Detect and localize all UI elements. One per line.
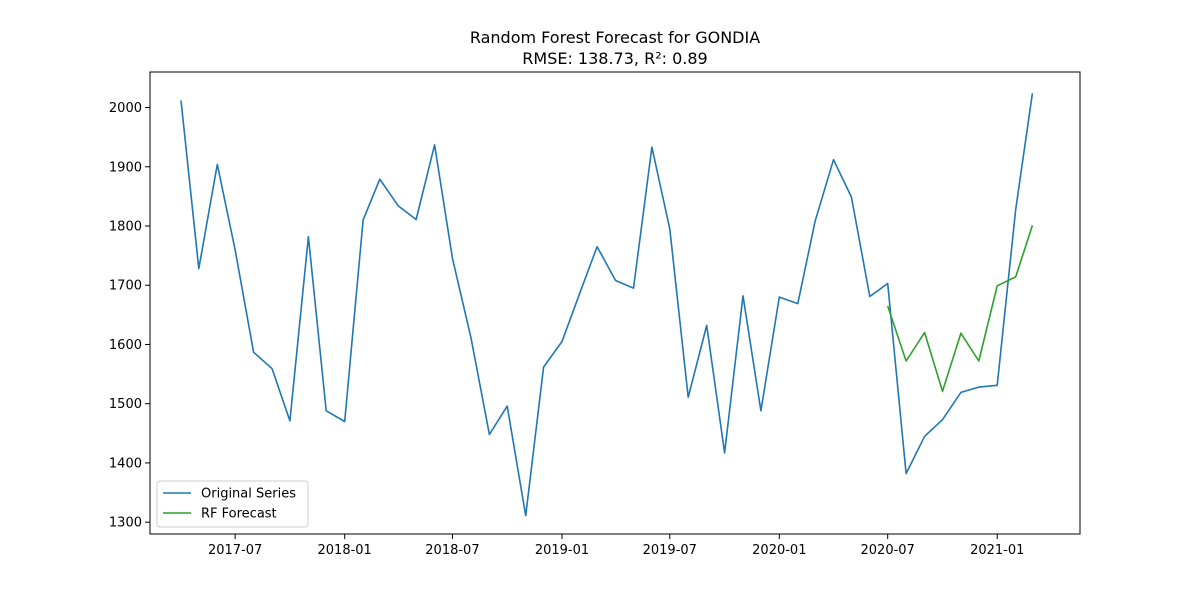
x-tick-label: 2021-01 xyxy=(970,543,1024,558)
x-tick-label: 2020-07 xyxy=(861,543,915,558)
x-tick-label: 2019-01 xyxy=(535,543,589,558)
x-tick-label: 2020-01 xyxy=(752,543,806,558)
legend-label-rf-forecast: RF Forecast xyxy=(201,507,277,522)
plot-frame xyxy=(149,71,1081,535)
y-tick-label: 2000 xyxy=(109,101,142,116)
x-tick-label: 2018-07 xyxy=(425,543,479,558)
y-tick-label: 1500 xyxy=(109,397,142,412)
x-tick-label: 2019-07 xyxy=(643,543,697,558)
y-tick-label: 1600 xyxy=(109,338,142,353)
x-tick-label: 2018-01 xyxy=(318,543,372,558)
chart-title: Random Forest Forecast for GONDIA xyxy=(470,28,760,47)
chart-subtitle: RMSE: 138.73, R²: 0.89 xyxy=(522,49,707,68)
axes-layer: 2017-07 2018-01 2018-07 2019-01 2019-07 2020-… xyxy=(109,101,1024,558)
y-tick-label: 1300 xyxy=(109,516,142,531)
series-layer xyxy=(180,93,1034,517)
legend: Original Series RF Forecast xyxy=(156,480,309,528)
y-tick-label: 1800 xyxy=(109,220,142,235)
y-tick-label: 1700 xyxy=(109,279,142,294)
y-tick-label: 1400 xyxy=(109,456,142,471)
y-tick-label: 1900 xyxy=(109,160,142,175)
series-line-original-series xyxy=(180,93,1034,517)
legend-label-original-series: Original Series xyxy=(201,487,296,502)
series-line-rf-forecast xyxy=(886,225,1034,393)
legend-box xyxy=(156,480,309,528)
x-tick-label: 2017-07 xyxy=(208,543,262,558)
